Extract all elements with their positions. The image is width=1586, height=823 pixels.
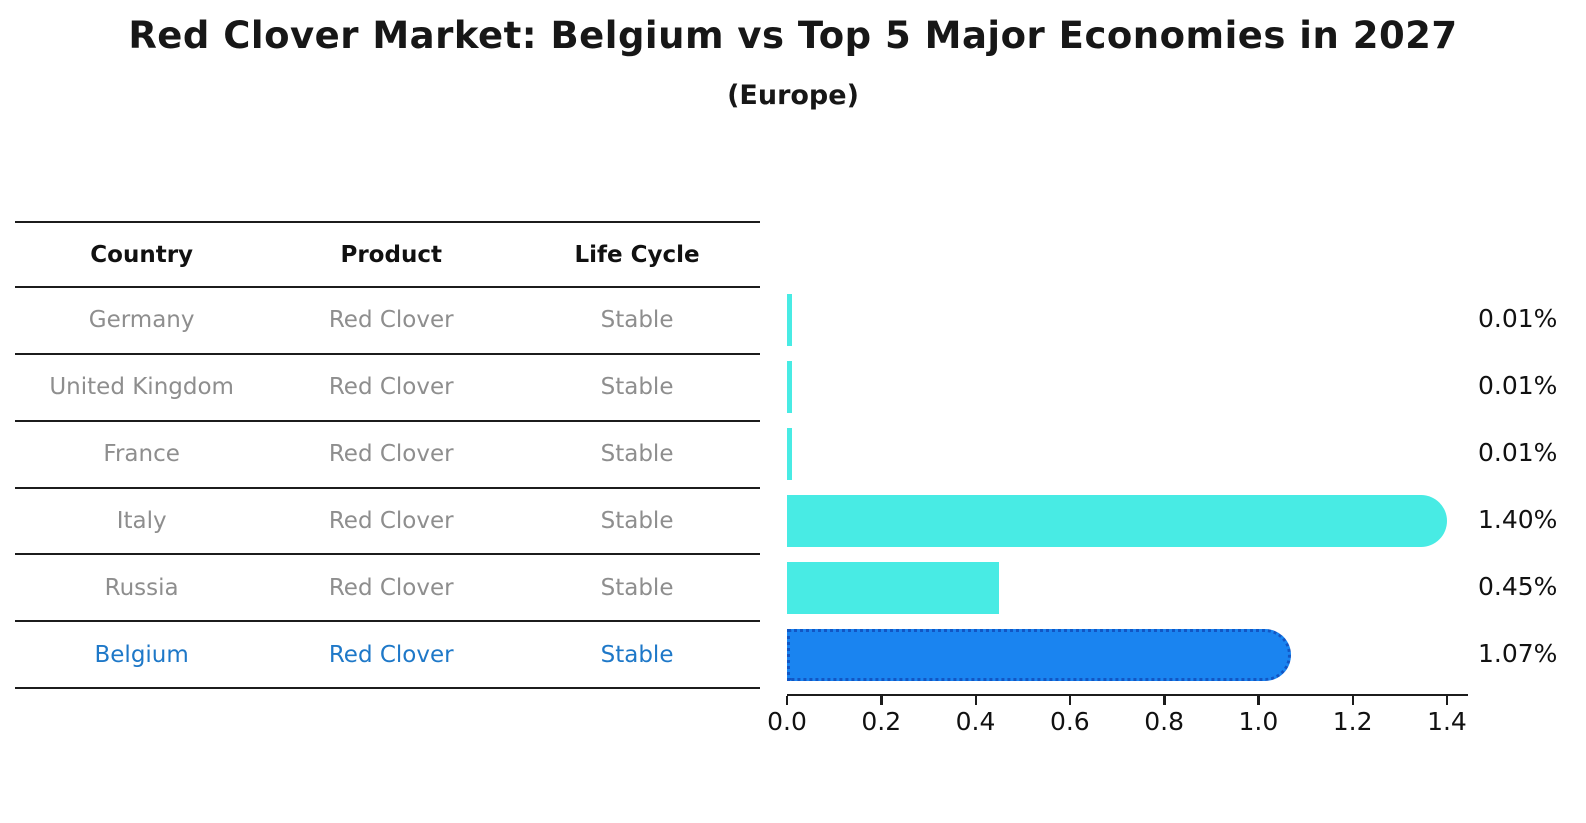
cell-life-cycle-belgium: Stable <box>600 641 674 668</box>
column-header-life-cycle: Life Cycle <box>574 241 700 268</box>
cell-country-germany: Germany <box>88 307 195 334</box>
x-tick-mark <box>1163 696 1166 705</box>
table-header-row: Country Product Life Cycle <box>15 222 760 287</box>
cell-product-russia: Red Clover <box>328 574 454 601</box>
chart-title: Red Clover Market: Belgium vs Top 5 Majo… <box>128 14 1458 57</box>
x-axis-line <box>787 694 1468 697</box>
cell-product-united-kingdom: Red Clover <box>328 374 454 401</box>
cell-product-italy: Red Clover <box>328 507 454 534</box>
column-header-country: Country <box>90 241 194 268</box>
bar-united-kingdom <box>787 361 792 414</box>
x-tick-label-0.8: 0.8 <box>1144 707 1184 736</box>
cell-product-germany: Red Clover <box>328 307 454 334</box>
table-row-russia: Russia Red Clover Stable <box>15 554 760 621</box>
x-tick-mark <box>1068 696 1072 705</box>
bar-france <box>787 428 792 481</box>
table-rule <box>15 687 760 689</box>
bar-italy <box>787 494 1447 547</box>
value-label-germany: 0.01% <box>1478 304 1558 334</box>
table-rule <box>15 352 760 355</box>
x-tick-mark <box>786 696 789 705</box>
x-tick-mark <box>880 696 883 705</box>
table-row-germany: Germany Red Clover Stable <box>15 287 760 354</box>
column-header-product: Product <box>340 241 442 268</box>
cell-life-cycle-france: Stable <box>600 441 674 468</box>
value-label-italy: 1.40% <box>1478 504 1558 534</box>
bar-russia <box>787 561 1000 614</box>
x-tick-mark <box>1257 696 1260 705</box>
cell-country-russia: Russia <box>104 574 179 601</box>
x-tick-label-0.2: 0.2 <box>861 707 902 736</box>
cell-country-belgium: Belgium <box>94 641 189 668</box>
cell-life-cycle-united-kingdom: Stable <box>600 374 674 401</box>
value-label-russia: 0.45% <box>1478 571 1558 601</box>
table-rule <box>15 486 760 489</box>
table-rule <box>15 286 760 288</box>
x-tick-label-1.4: 1.4 <box>1427 707 1467 736</box>
table-rule <box>15 620 760 623</box>
table-rule <box>15 221 760 223</box>
chart-subtitle: (Europe) <box>727 80 859 111</box>
cell-product-france: Red Clover <box>328 441 454 468</box>
x-tick-label-0.4: 0.4 <box>955 707 996 736</box>
cell-country-france: France <box>103 441 180 468</box>
cell-country-united-kingdom: United Kingdom <box>49 374 234 401</box>
cell-country-italy: Italy <box>116 507 167 534</box>
table-row-belgium: Belgium Red Clover Stable <box>15 621 760 688</box>
value-label-belgium: 1.07% <box>1478 638 1558 668</box>
cell-life-cycle-germany: Stable <box>600 307 674 334</box>
table-row-italy: Italy Red Clover Stable <box>15 488 760 555</box>
cell-product-belgium: Red Clover <box>328 641 454 668</box>
x-tick-label-0.0: 0.0 <box>767 707 807 736</box>
x-tick-label-0.6: 0.6 <box>1049 707 1090 736</box>
cell-life-cycle-italy: Stable <box>600 507 674 534</box>
cell-life-cycle-russia: Stable <box>600 574 674 601</box>
table-rule <box>15 553 760 556</box>
table-row-united-kingdom: United Kingdom Red Clover Stable <box>15 354 760 421</box>
x-tick-mark <box>1445 696 1449 705</box>
value-label-france: 0.01% <box>1478 438 1558 468</box>
x-tick-mark <box>974 696 977 705</box>
table-rule <box>15 419 760 422</box>
bar-germany <box>787 294 792 347</box>
bar-belgium <box>787 628 1292 681</box>
x-tick-label-1.2: 1.2 <box>1332 707 1373 736</box>
x-tick-mark <box>1351 696 1355 705</box>
x-tick-label-1.0: 1.0 <box>1238 707 1279 736</box>
table-row-france: France Red Clover Stable <box>15 421 760 488</box>
value-label-united-kingdom: 0.01% <box>1478 371 1558 401</box>
